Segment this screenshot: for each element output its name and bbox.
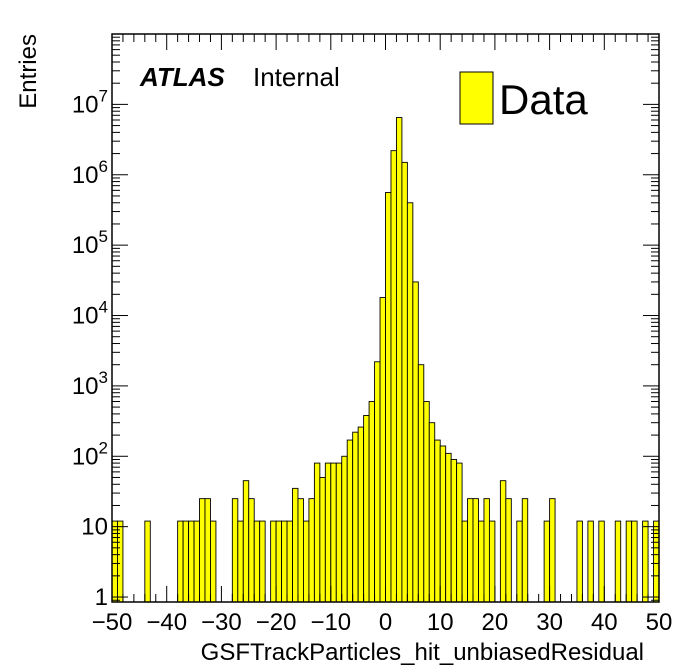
histogram-bar — [434, 439, 441, 603]
histogram-bar — [281, 520, 288, 603]
y-tick-label: 106 — [72, 157, 108, 189]
y-tick-label: 10 — [81, 514, 108, 541]
histogram-bar — [423, 401, 430, 603]
x-tick-label: −30 — [201, 609, 242, 636]
histogram-bar — [248, 498, 255, 603]
histogram-bar — [357, 426, 365, 603]
histogram-bar — [297, 498, 304, 603]
x-axis-title: GSFTrackParticles_hit_unbiasedResidual — [201, 639, 644, 666]
histogram-bar — [341, 455, 348, 603]
histogram-bar — [352, 431, 359, 603]
x-tick-label: −20 — [256, 609, 297, 636]
histogram-bar — [631, 520, 638, 603]
histogram-bar — [193, 520, 200, 603]
x-tick-label: −40 — [146, 609, 187, 636]
histogram-bar — [385, 192, 392, 603]
histogram-bar — [445, 452, 452, 603]
y-tick-label: 1 — [95, 584, 108, 611]
x-tick-label: 30 — [536, 609, 563, 636]
histogram-bar — [450, 459, 458, 603]
histogram-bar — [319, 477, 326, 603]
histogram-bar — [324, 462, 332, 603]
atlas-label-text: Internal — [253, 62, 340, 92]
histogram-bar — [259, 520, 266, 603]
histogram-bar — [642, 520, 649, 603]
histogram-bar — [237, 520, 244, 603]
histogram-bar — [467, 498, 474, 603]
histogram-bar — [204, 498, 211, 603]
histogram-bar — [303, 520, 310, 603]
histogram-bar — [292, 487, 299, 603]
histogram-bar — [576, 520, 583, 603]
y-tick-label: 107 — [72, 86, 108, 118]
histogram-bar — [516, 520, 523, 603]
histogram-bar — [439, 445, 447, 603]
histogram-bar — [253, 520, 261, 603]
legend: Data — [459, 71, 588, 125]
histogram-bar — [379, 297, 386, 603]
histogram-bar — [461, 520, 468, 603]
histogram-bar — [177, 520, 184, 603]
x-tick-label: 20 — [482, 609, 509, 636]
y-tick-label: 103 — [72, 368, 108, 400]
histogram-bar — [335, 462, 343, 603]
histogram-bar — [330, 462, 337, 603]
histogram-bar — [231, 498, 239, 603]
histogram-bar — [598, 520, 605, 603]
histogram-bar — [412, 281, 419, 603]
histogram-bar — [428, 422, 436, 603]
histogram-bar — [275, 520, 283, 603]
x-tick-label: 10 — [427, 609, 454, 636]
x-tick-label: 40 — [591, 609, 618, 636]
histogram-bar — [587, 520, 594, 603]
atlas-label-bold: ATLAS — [139, 62, 225, 92]
histogram-bar — [210, 520, 217, 603]
histogram-bar — [625, 520, 633, 603]
histogram-bar — [521, 498, 529, 603]
histogram-bar — [374, 361, 381, 603]
histogram-bar — [188, 520, 195, 603]
histogram-bar — [308, 498, 315, 603]
histogram-bar — [390, 150, 397, 603]
histogram-bar — [456, 462, 463, 603]
histogram-bar — [472, 498, 479, 603]
histogram-bar — [346, 439, 354, 603]
histogram-bar — [505, 498, 512, 603]
histogram-bar — [242, 480, 250, 603]
histogram-bar — [406, 202, 414, 603]
histogram-bar — [614, 520, 622, 603]
histogram-bar — [499, 480, 507, 603]
histogram-bar — [144, 520, 151, 603]
x-tick-label: −10 — [310, 609, 351, 636]
y-tick-label: 105 — [72, 227, 108, 259]
histogram-bar — [199, 498, 206, 603]
histogram-bar — [488, 520, 496, 603]
histogram-bar — [313, 462, 321, 603]
legend-entry-label: Data — [499, 76, 588, 123]
atlas-label: ATLAS Internal — [139, 62, 340, 92]
histogram-bar — [478, 520, 485, 603]
x-tick-label: 50 — [646, 609, 673, 636]
histogram-bar — [401, 161, 408, 603]
axis-ticks — [111, 33, 660, 602]
x-tick-label: −50 — [92, 609, 133, 636]
histogram-bar — [483, 498, 490, 603]
histogram-bar — [549, 498, 556, 603]
y-axis-title: Entries — [15, 34, 42, 109]
histogram-bars — [111, 117, 660, 603]
histogram-bar — [363, 415, 370, 603]
y-tick-label: 104 — [72, 298, 108, 330]
x-tick-label: 0 — [379, 609, 392, 636]
histogram-bar — [543, 520, 551, 603]
histogram-bar — [286, 520, 293, 603]
histogram-bar — [182, 520, 190, 603]
histogram-bar — [368, 401, 376, 603]
histogram-bar — [417, 364, 425, 603]
histogram-bar — [270, 520, 277, 603]
axis-tick-labels: −50 −40 −30 −20 −10 0 10 20 30 40 50 1 10 102 103 104 10… — [72, 86, 673, 636]
y-tick-label: 102 — [72, 438, 108, 470]
legend-swatch — [459, 71, 494, 125]
histogram-bar — [395, 117, 403, 603]
